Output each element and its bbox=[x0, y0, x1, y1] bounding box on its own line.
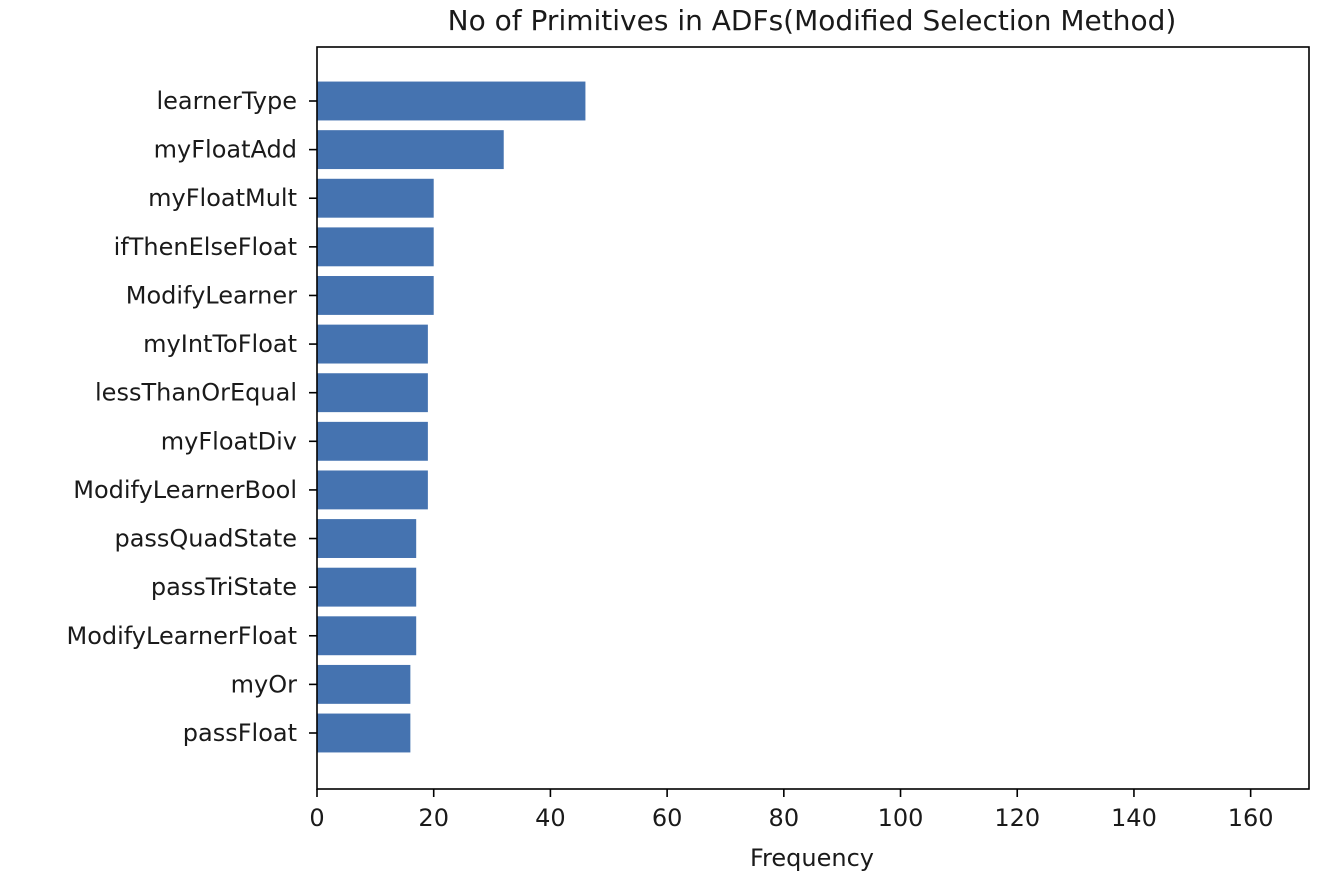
y-tick-label-ModifyLearner: ModifyLearner bbox=[126, 281, 297, 309]
y-tick-label-myFloatDiv: myFloatDiv bbox=[161, 427, 297, 455]
x-axis-ticks: 0 20 40 60 80 100 120 140 160 bbox=[309, 789, 1274, 832]
bar-learnerType bbox=[317, 81, 586, 121]
bar-ModifyLearnerFloat bbox=[317, 616, 417, 656]
y-tick-label-myOr: myOr bbox=[231, 670, 297, 698]
x-axis-title: Frequency bbox=[750, 844, 874, 872]
bar-passFloat bbox=[317, 713, 411, 753]
bar-ModifyLearner bbox=[317, 276, 434, 315]
bar-ifThenElseFloat bbox=[317, 227, 434, 267]
bar-lessThanOrEqual bbox=[317, 373, 428, 413]
x-tick-label: 0 bbox=[309, 804, 324, 832]
y-tick-label-passFloat: passFloat bbox=[183, 719, 297, 747]
bars-layer bbox=[317, 81, 586, 753]
x-tick-label: 140 bbox=[1111, 804, 1157, 832]
x-tick-label: 160 bbox=[1228, 804, 1274, 832]
bar-myFloatDiv bbox=[317, 421, 428, 461]
bar-myFloatAdd bbox=[317, 130, 504, 170]
y-tick-label-lessThanOrEqual: lessThanOrEqual bbox=[95, 379, 297, 407]
x-tick-label: 60 bbox=[652, 804, 683, 832]
bar-ModifyLearnerBool bbox=[317, 470, 428, 510]
y-tick-label-passQuadState: passQuadState bbox=[114, 525, 297, 553]
x-tick-label: 120 bbox=[994, 804, 1040, 832]
category-labels: learnerType myFloatAdd myFloatMult ifThenEl… bbox=[66, 87, 317, 747]
bar-myIntToFloat bbox=[317, 324, 428, 364]
y-tick-label-ModifyLearnerBool: ModifyLearnerBool bbox=[73, 476, 297, 504]
y-tick-label-ModifyLearnerFloat: ModifyLearnerFloat bbox=[66, 622, 297, 650]
y-tick-label-passTriState: passTriState bbox=[151, 573, 297, 601]
x-tick-label: 20 bbox=[418, 804, 449, 832]
y-tick-label-myIntToFloat: myIntToFloat bbox=[143, 330, 297, 358]
bar-myOr bbox=[317, 664, 411, 704]
plot-frame bbox=[316, 46, 1310, 790]
x-tick-label: 100 bbox=[878, 804, 924, 832]
y-tick-label-ifThenElseFloat: ifThenElseFloat bbox=[114, 233, 297, 261]
x-tick-label: 80 bbox=[769, 804, 800, 832]
x-tick-label: 40 bbox=[535, 804, 566, 832]
y-tick-label-learnerType: learnerType bbox=[156, 87, 297, 115]
chart-title: No of Primitives in ADFs(Modified Select… bbox=[448, 4, 1177, 37]
bar-myFloatMult bbox=[317, 178, 434, 218]
y-tick-label-myFloatAdd: myFloatAdd bbox=[154, 136, 297, 164]
y-tick-label-myFloatMult: myFloatMult bbox=[148, 184, 297, 212]
bar-passQuadState bbox=[317, 519, 417, 558]
bar-passTriState bbox=[317, 567, 417, 607]
